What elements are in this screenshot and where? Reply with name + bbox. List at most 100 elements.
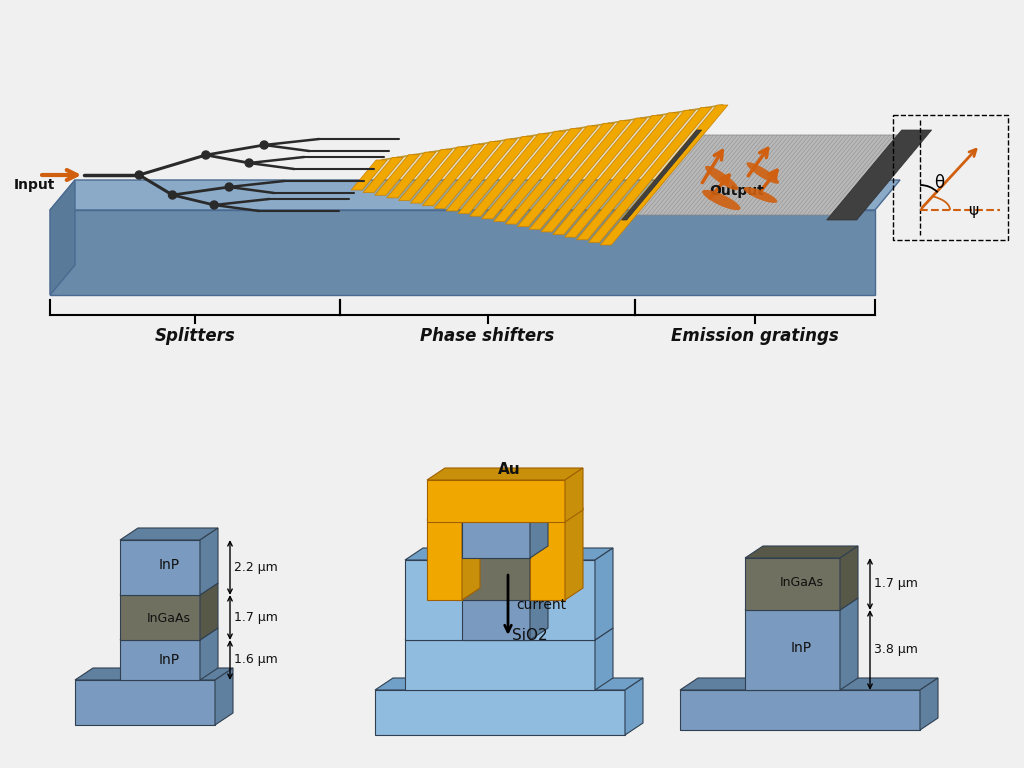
Polygon shape bbox=[530, 588, 548, 640]
Polygon shape bbox=[427, 508, 480, 520]
Text: 3.8 μm: 3.8 μm bbox=[874, 644, 918, 657]
Polygon shape bbox=[50, 180, 75, 295]
Polygon shape bbox=[462, 558, 530, 600]
Polygon shape bbox=[600, 105, 728, 245]
Circle shape bbox=[202, 151, 210, 159]
Circle shape bbox=[169, 191, 176, 199]
Polygon shape bbox=[434, 141, 501, 208]
Ellipse shape bbox=[706, 166, 738, 190]
Polygon shape bbox=[565, 113, 679, 237]
Circle shape bbox=[210, 201, 218, 209]
Polygon shape bbox=[565, 508, 583, 600]
Polygon shape bbox=[120, 628, 218, 640]
Polygon shape bbox=[411, 147, 468, 203]
Polygon shape bbox=[120, 640, 200, 680]
Polygon shape bbox=[553, 115, 664, 234]
Polygon shape bbox=[541, 118, 647, 232]
Polygon shape bbox=[622, 130, 701, 220]
Polygon shape bbox=[427, 520, 462, 600]
Polygon shape bbox=[530, 546, 548, 600]
Polygon shape bbox=[351, 160, 387, 190]
Polygon shape bbox=[577, 111, 695, 240]
Text: ψ: ψ bbox=[968, 203, 978, 218]
Polygon shape bbox=[589, 108, 712, 243]
Polygon shape bbox=[375, 690, 625, 735]
Ellipse shape bbox=[702, 190, 740, 210]
Text: Splitters: Splitters bbox=[155, 327, 236, 345]
Text: θ: θ bbox=[934, 174, 944, 192]
Polygon shape bbox=[200, 628, 218, 680]
Polygon shape bbox=[364, 157, 403, 193]
Text: 1.6 μm: 1.6 μm bbox=[234, 654, 278, 667]
Polygon shape bbox=[529, 121, 631, 230]
Text: Emission gratings: Emission gratings bbox=[671, 327, 839, 345]
Text: Output: Output bbox=[710, 184, 764, 198]
Circle shape bbox=[260, 141, 268, 149]
Polygon shape bbox=[446, 139, 517, 211]
Polygon shape bbox=[462, 588, 548, 600]
Polygon shape bbox=[530, 508, 583, 520]
Polygon shape bbox=[840, 598, 858, 690]
Polygon shape bbox=[517, 124, 614, 227]
Polygon shape bbox=[50, 180, 900, 210]
Polygon shape bbox=[75, 668, 233, 680]
Polygon shape bbox=[530, 520, 565, 600]
Polygon shape bbox=[120, 540, 200, 595]
Polygon shape bbox=[680, 678, 938, 690]
Circle shape bbox=[245, 159, 253, 167]
Text: InGaAs: InGaAs bbox=[147, 611, 191, 624]
Polygon shape bbox=[595, 548, 613, 640]
Polygon shape bbox=[458, 137, 534, 214]
Circle shape bbox=[225, 183, 233, 191]
Polygon shape bbox=[745, 558, 840, 610]
Polygon shape bbox=[481, 131, 565, 219]
Text: current: current bbox=[516, 598, 566, 612]
Polygon shape bbox=[120, 528, 218, 540]
Polygon shape bbox=[200, 528, 218, 595]
Text: SiO2: SiO2 bbox=[512, 627, 548, 643]
Polygon shape bbox=[422, 144, 484, 206]
Polygon shape bbox=[120, 583, 218, 595]
Text: 2.2 μm: 2.2 μm bbox=[234, 561, 278, 574]
Polygon shape bbox=[427, 468, 583, 480]
Text: InP: InP bbox=[159, 653, 179, 667]
Circle shape bbox=[135, 171, 143, 179]
Polygon shape bbox=[462, 498, 548, 510]
Polygon shape bbox=[406, 548, 613, 560]
Polygon shape bbox=[406, 628, 613, 640]
Text: Input: Input bbox=[13, 178, 55, 192]
Polygon shape bbox=[826, 130, 932, 220]
Polygon shape bbox=[494, 128, 582, 221]
Polygon shape bbox=[462, 508, 480, 600]
Polygon shape bbox=[625, 678, 643, 735]
Polygon shape bbox=[200, 583, 218, 640]
Polygon shape bbox=[595, 628, 613, 690]
Polygon shape bbox=[745, 546, 858, 558]
Text: InGaAs: InGaAs bbox=[779, 575, 823, 588]
Polygon shape bbox=[375, 678, 643, 690]
Polygon shape bbox=[462, 546, 548, 558]
Ellipse shape bbox=[746, 162, 779, 184]
Polygon shape bbox=[470, 134, 550, 216]
Text: InP: InP bbox=[791, 641, 812, 655]
Ellipse shape bbox=[743, 187, 777, 203]
Polygon shape bbox=[75, 680, 215, 725]
Polygon shape bbox=[356, 105, 723, 245]
Polygon shape bbox=[680, 690, 920, 730]
Text: Au: Au bbox=[498, 462, 520, 478]
Polygon shape bbox=[745, 610, 840, 690]
Polygon shape bbox=[530, 498, 548, 558]
Polygon shape bbox=[462, 510, 530, 558]
Text: 1.7 μm: 1.7 μm bbox=[234, 611, 278, 624]
Text: Phase shifters: Phase shifters bbox=[421, 327, 555, 345]
Text: 1.7 μm: 1.7 μm bbox=[874, 578, 918, 591]
Polygon shape bbox=[398, 150, 452, 200]
Polygon shape bbox=[631, 135, 897, 215]
Polygon shape bbox=[50, 210, 874, 295]
Polygon shape bbox=[375, 155, 420, 195]
Polygon shape bbox=[745, 598, 858, 610]
Polygon shape bbox=[215, 668, 233, 725]
Polygon shape bbox=[920, 678, 938, 730]
Polygon shape bbox=[840, 546, 858, 610]
Polygon shape bbox=[565, 468, 583, 522]
